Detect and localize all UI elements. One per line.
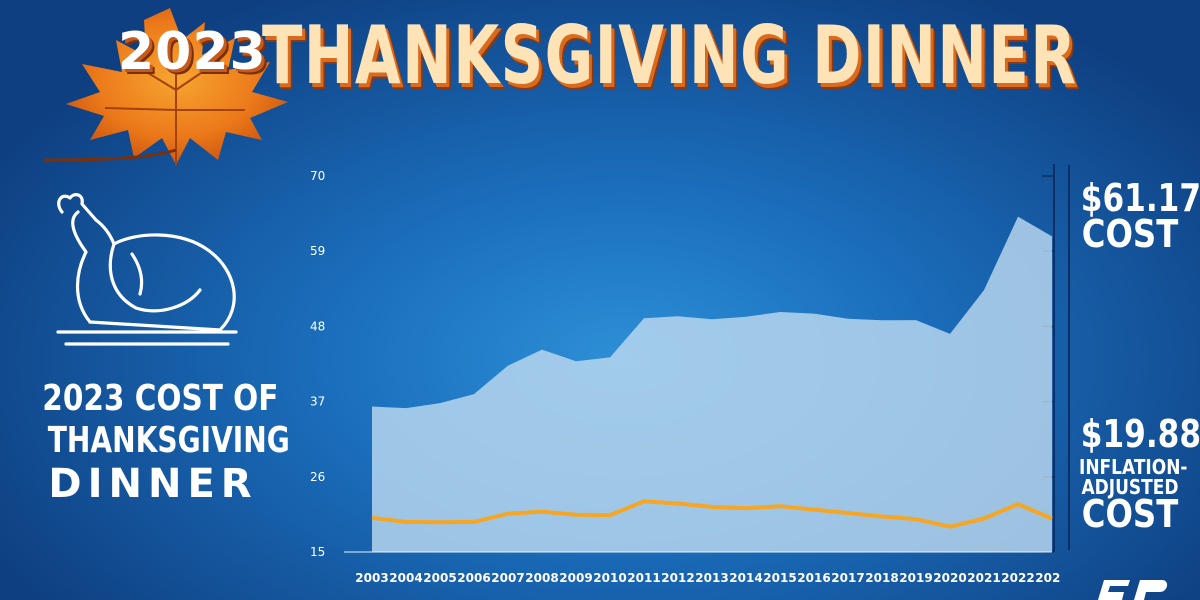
x-tick-label: 2008 — [525, 571, 558, 585]
y-tick-label: 37 — [310, 395, 325, 409]
x-tick-label: 2023 — [1035, 571, 1060, 585]
x-tick-label: 2004 — [389, 571, 422, 585]
x-tick-label: 2015 — [763, 571, 796, 585]
x-tick-label: 2014 — [729, 571, 762, 585]
x-tick-label: 2016 — [797, 571, 830, 585]
y-tick-label: 70 — [310, 169, 325, 183]
x-tick-label: 2006 — [457, 571, 490, 585]
x-tick-label: 2007 — [491, 571, 524, 585]
x-tick-label: 2011 — [627, 571, 660, 585]
area-layer — [344, 216, 1053, 553]
inflation-label-line-1: INFLATION- — [1079, 455, 1188, 479]
cost-label: COST — [1081, 212, 1179, 256]
x-tick-label: 2017 — [831, 571, 864, 585]
x-tick-label: 2021 — [967, 571, 1000, 585]
x-tick-label: 2009 — [559, 571, 592, 585]
left-caption-line-1: 2023 COST OF — [42, 378, 279, 419]
x-tick-label: 2018 — [865, 571, 898, 585]
x-tick-label: 2003 — [355, 571, 388, 585]
area-series-cost — [372, 216, 1052, 552]
cost-chart: 15 26 37 48 59 70 2003 2004 2005 2006 2007 2008 200… — [310, 164, 1060, 585]
inflation-label-line-2: ADJUSTED — [1081, 475, 1179, 499]
inflation-adjusted-value: $19.88 — [1080, 412, 1200, 456]
x-tick-label: 2012 — [661, 571, 694, 585]
line-series-inflation-adjusted — [371, 499, 1053, 529]
y-tick-label: 59 — [310, 244, 325, 258]
title-year: 2023 — [118, 22, 267, 82]
x-tick-label: 2005 — [423, 571, 456, 585]
maple-leaf-icon — [43, 8, 288, 165]
x-tick-label: 2019 — [899, 571, 932, 585]
x-tick-label: 2013 — [695, 571, 728, 585]
title-block: 2023 THANKSGIVING DINNER — [0, 8, 1200, 118]
brand-logo-icon — [1098, 580, 1168, 600]
inflation-label-line-3: COST — [1081, 492, 1179, 536]
y-tick-label: 26 — [310, 470, 325, 484]
left-caption-line-2: THANKSGIVING — [47, 420, 290, 461]
left-caption: 2023 COST OF THANKSGIVING DINNER — [18, 378, 290, 507]
x-axis: 2003 2004 2005 2006 2007 2008 2009 2010 2011 2012… — [355, 571, 1060, 585]
left-caption-line-3: DINNER — [48, 461, 258, 507]
x-tick-label: 2020 — [933, 571, 966, 585]
x-tick-label: 2022 — [1001, 571, 1034, 585]
sidebar-divider — [1068, 165, 1070, 550]
x-tick-label: 2010 — [593, 571, 626, 585]
y-tick-label: 48 — [310, 319, 325, 333]
roast-turkey-icon — [56, 193, 238, 346]
y-tick-label: 15 — [310, 545, 325, 559]
page-title: THANKSGIVING DINNER — [262, 9, 1078, 102]
cost-value: $61.17 — [1080, 176, 1200, 220]
